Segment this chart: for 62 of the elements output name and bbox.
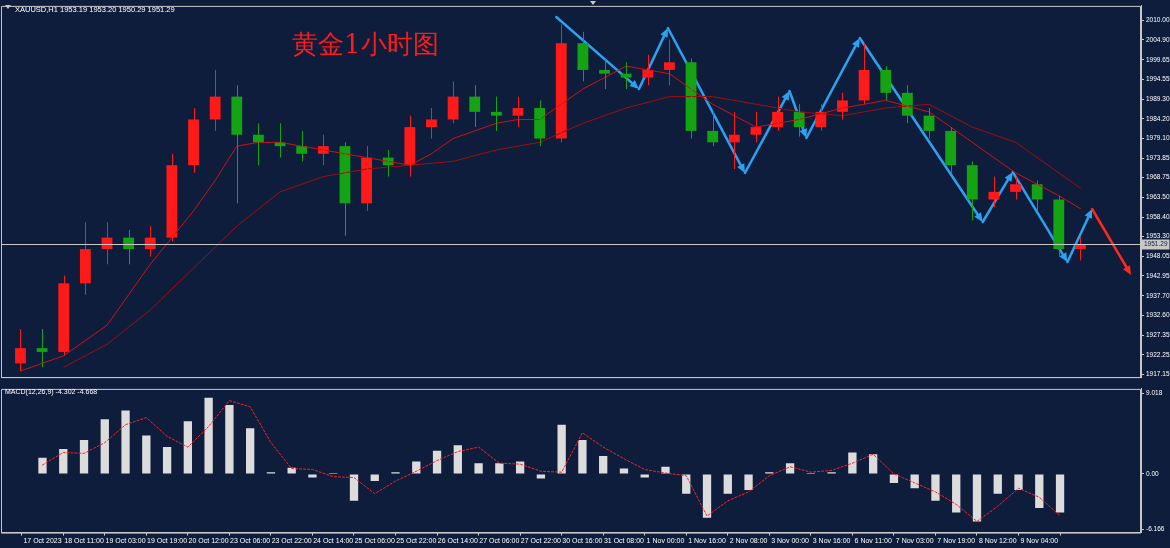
bar xyxy=(682,474,691,494)
text: 黄金1小时图 xyxy=(292,28,439,61)
bar xyxy=(723,474,732,494)
bar xyxy=(142,435,151,474)
candlestick xyxy=(1010,176,1021,200)
candlestick xyxy=(79,221,91,296)
bar xyxy=(848,452,857,474)
candlestick xyxy=(642,54,654,86)
bar xyxy=(744,474,753,491)
bar xyxy=(931,474,940,501)
bar xyxy=(599,456,608,474)
bar xyxy=(889,474,899,483)
bar xyxy=(702,474,712,518)
bar xyxy=(38,457,47,474)
bar xyxy=(972,474,982,522)
bar xyxy=(1035,474,1044,508)
candlestick xyxy=(231,84,243,204)
candlestick xyxy=(880,65,892,101)
candlestick xyxy=(988,176,1000,208)
bar xyxy=(349,474,359,501)
candlestick xyxy=(599,57,610,90)
bar xyxy=(869,454,878,474)
bar xyxy=(183,421,193,474)
candlestick xyxy=(58,275,70,357)
bar xyxy=(557,424,566,474)
line-series xyxy=(41,400,1061,522)
candlestick xyxy=(469,84,481,128)
candlestick xyxy=(15,328,26,372)
bar xyxy=(952,474,961,513)
candlestick xyxy=(945,126,957,174)
bar xyxy=(79,439,89,474)
candlestick xyxy=(555,23,567,143)
candlestick xyxy=(188,107,199,174)
bar xyxy=(495,463,504,474)
candlestick xyxy=(166,153,178,242)
bar xyxy=(225,405,234,474)
bar xyxy=(578,439,587,474)
candlestick xyxy=(426,107,437,140)
candlestick xyxy=(577,31,589,82)
candlestick xyxy=(858,42,870,105)
candlestick xyxy=(534,99,546,147)
candlestick xyxy=(1053,195,1065,258)
candlestick xyxy=(664,38,675,86)
bar xyxy=(1055,474,1065,513)
bar xyxy=(162,447,172,474)
candlestick xyxy=(36,328,48,368)
bar xyxy=(640,474,649,478)
candlestick xyxy=(490,96,502,132)
bar xyxy=(993,474,1002,494)
candlestick xyxy=(1031,179,1043,212)
bar xyxy=(59,448,68,474)
bar xyxy=(536,474,546,479)
bar xyxy=(910,474,919,489)
bar xyxy=(453,445,462,474)
bar xyxy=(370,474,379,482)
bar xyxy=(308,474,317,478)
bar xyxy=(121,410,130,474)
bar xyxy=(474,463,483,474)
bar xyxy=(246,428,255,474)
bar xyxy=(204,397,213,474)
bar xyxy=(1014,474,1023,491)
bar xyxy=(100,419,109,474)
